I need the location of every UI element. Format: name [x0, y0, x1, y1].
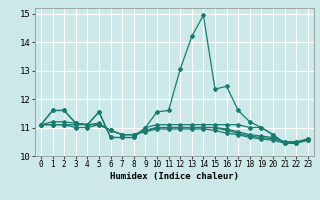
X-axis label: Humidex (Indice chaleur): Humidex (Indice chaleur): [110, 172, 239, 181]
